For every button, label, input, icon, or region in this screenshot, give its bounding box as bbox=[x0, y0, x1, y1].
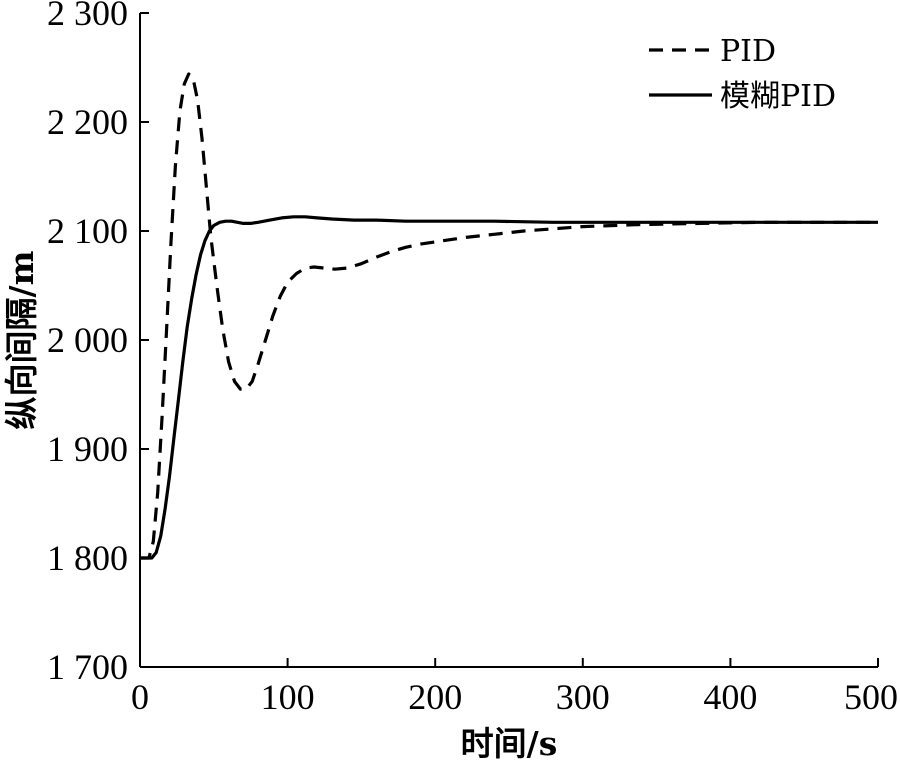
y-tick-label: 2 300 bbox=[47, 0, 128, 33]
x-axis-title: 时间/s bbox=[461, 724, 558, 762]
x-tick-label: 0 bbox=[131, 677, 149, 717]
legend: PID 模糊PID bbox=[649, 34, 836, 114]
x-tick-label: 200 bbox=[408, 677, 462, 717]
legend-label-fuzzy-pid: 模糊PID bbox=[720, 79, 836, 114]
y-tick-label: 1 900 bbox=[47, 429, 128, 469]
y-tick-label: 2 100 bbox=[47, 211, 128, 251]
y-tick-label: 2 200 bbox=[47, 102, 128, 142]
x-tick-label: 500 bbox=[844, 677, 898, 717]
y-tick-label: 2 000 bbox=[47, 320, 128, 360]
y-tick-label: 1 800 bbox=[47, 538, 128, 578]
series-line-fuzzy-pid bbox=[140, 215, 878, 560]
legend-label-pid: PID bbox=[720, 34, 776, 69]
x-tick-label: 100 bbox=[261, 677, 315, 717]
series-line-pid bbox=[140, 72, 878, 560]
y-axis-title: 纵向间隔/m bbox=[2, 250, 41, 429]
y-ticks: 1 700 1 800 1 900 2 000 2 100 2 200 2 300 bbox=[47, 0, 149, 687]
y-tick-label: 1 700 bbox=[47, 647, 128, 687]
x-tick-label: 300 bbox=[556, 677, 610, 717]
x-tick-label: 400 bbox=[703, 677, 757, 717]
series-lines bbox=[140, 72, 878, 560]
x-ticks: 0 100 200 300 400 500 bbox=[131, 658, 898, 717]
